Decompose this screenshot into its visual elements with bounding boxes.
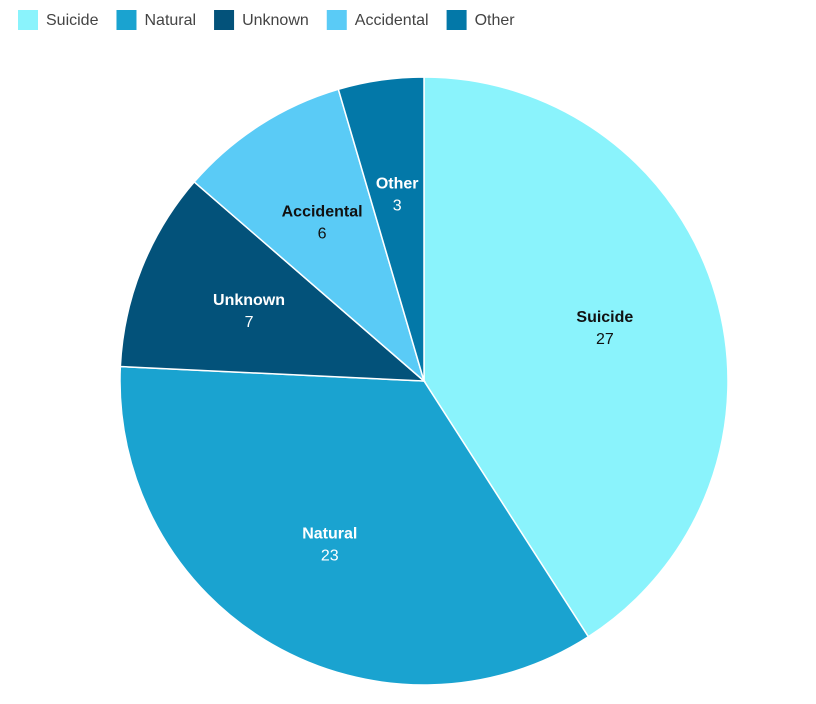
legend-label: Natural	[144, 12, 196, 29]
slice	[119, 365, 590, 686]
slice-value: 6	[318, 226, 327, 243]
slice	[193, 88, 426, 384]
slice-label: Accidental	[282, 204, 363, 221]
slice-value: 27	[596, 331, 614, 348]
legend-label: Other	[475, 12, 516, 29]
slice-label: Suicide	[576, 309, 633, 326]
slice	[119, 180, 427, 382]
slice-label: Unknown	[213, 292, 285, 309]
slice-value: 3	[393, 198, 402, 215]
slice-value: 23	[321, 547, 339, 564]
slice-label: Other	[376, 176, 419, 193]
legend-swatch	[18, 10, 38, 30]
legend-label: Unknown	[242, 12, 309, 29]
legend-swatch	[326, 10, 347, 30]
slice	[423, 76, 729, 638]
slice-label: Natural	[302, 525, 357, 542]
legend-swatch	[214, 10, 235, 30]
legend-label: Suicide	[46, 12, 99, 29]
legend-swatch	[116, 10, 137, 30]
slice	[337, 76, 425, 382]
slice-value: 7	[245, 314, 254, 331]
legend-swatch	[446, 10, 467, 30]
legend-label: Accidental	[355, 12, 429, 29]
